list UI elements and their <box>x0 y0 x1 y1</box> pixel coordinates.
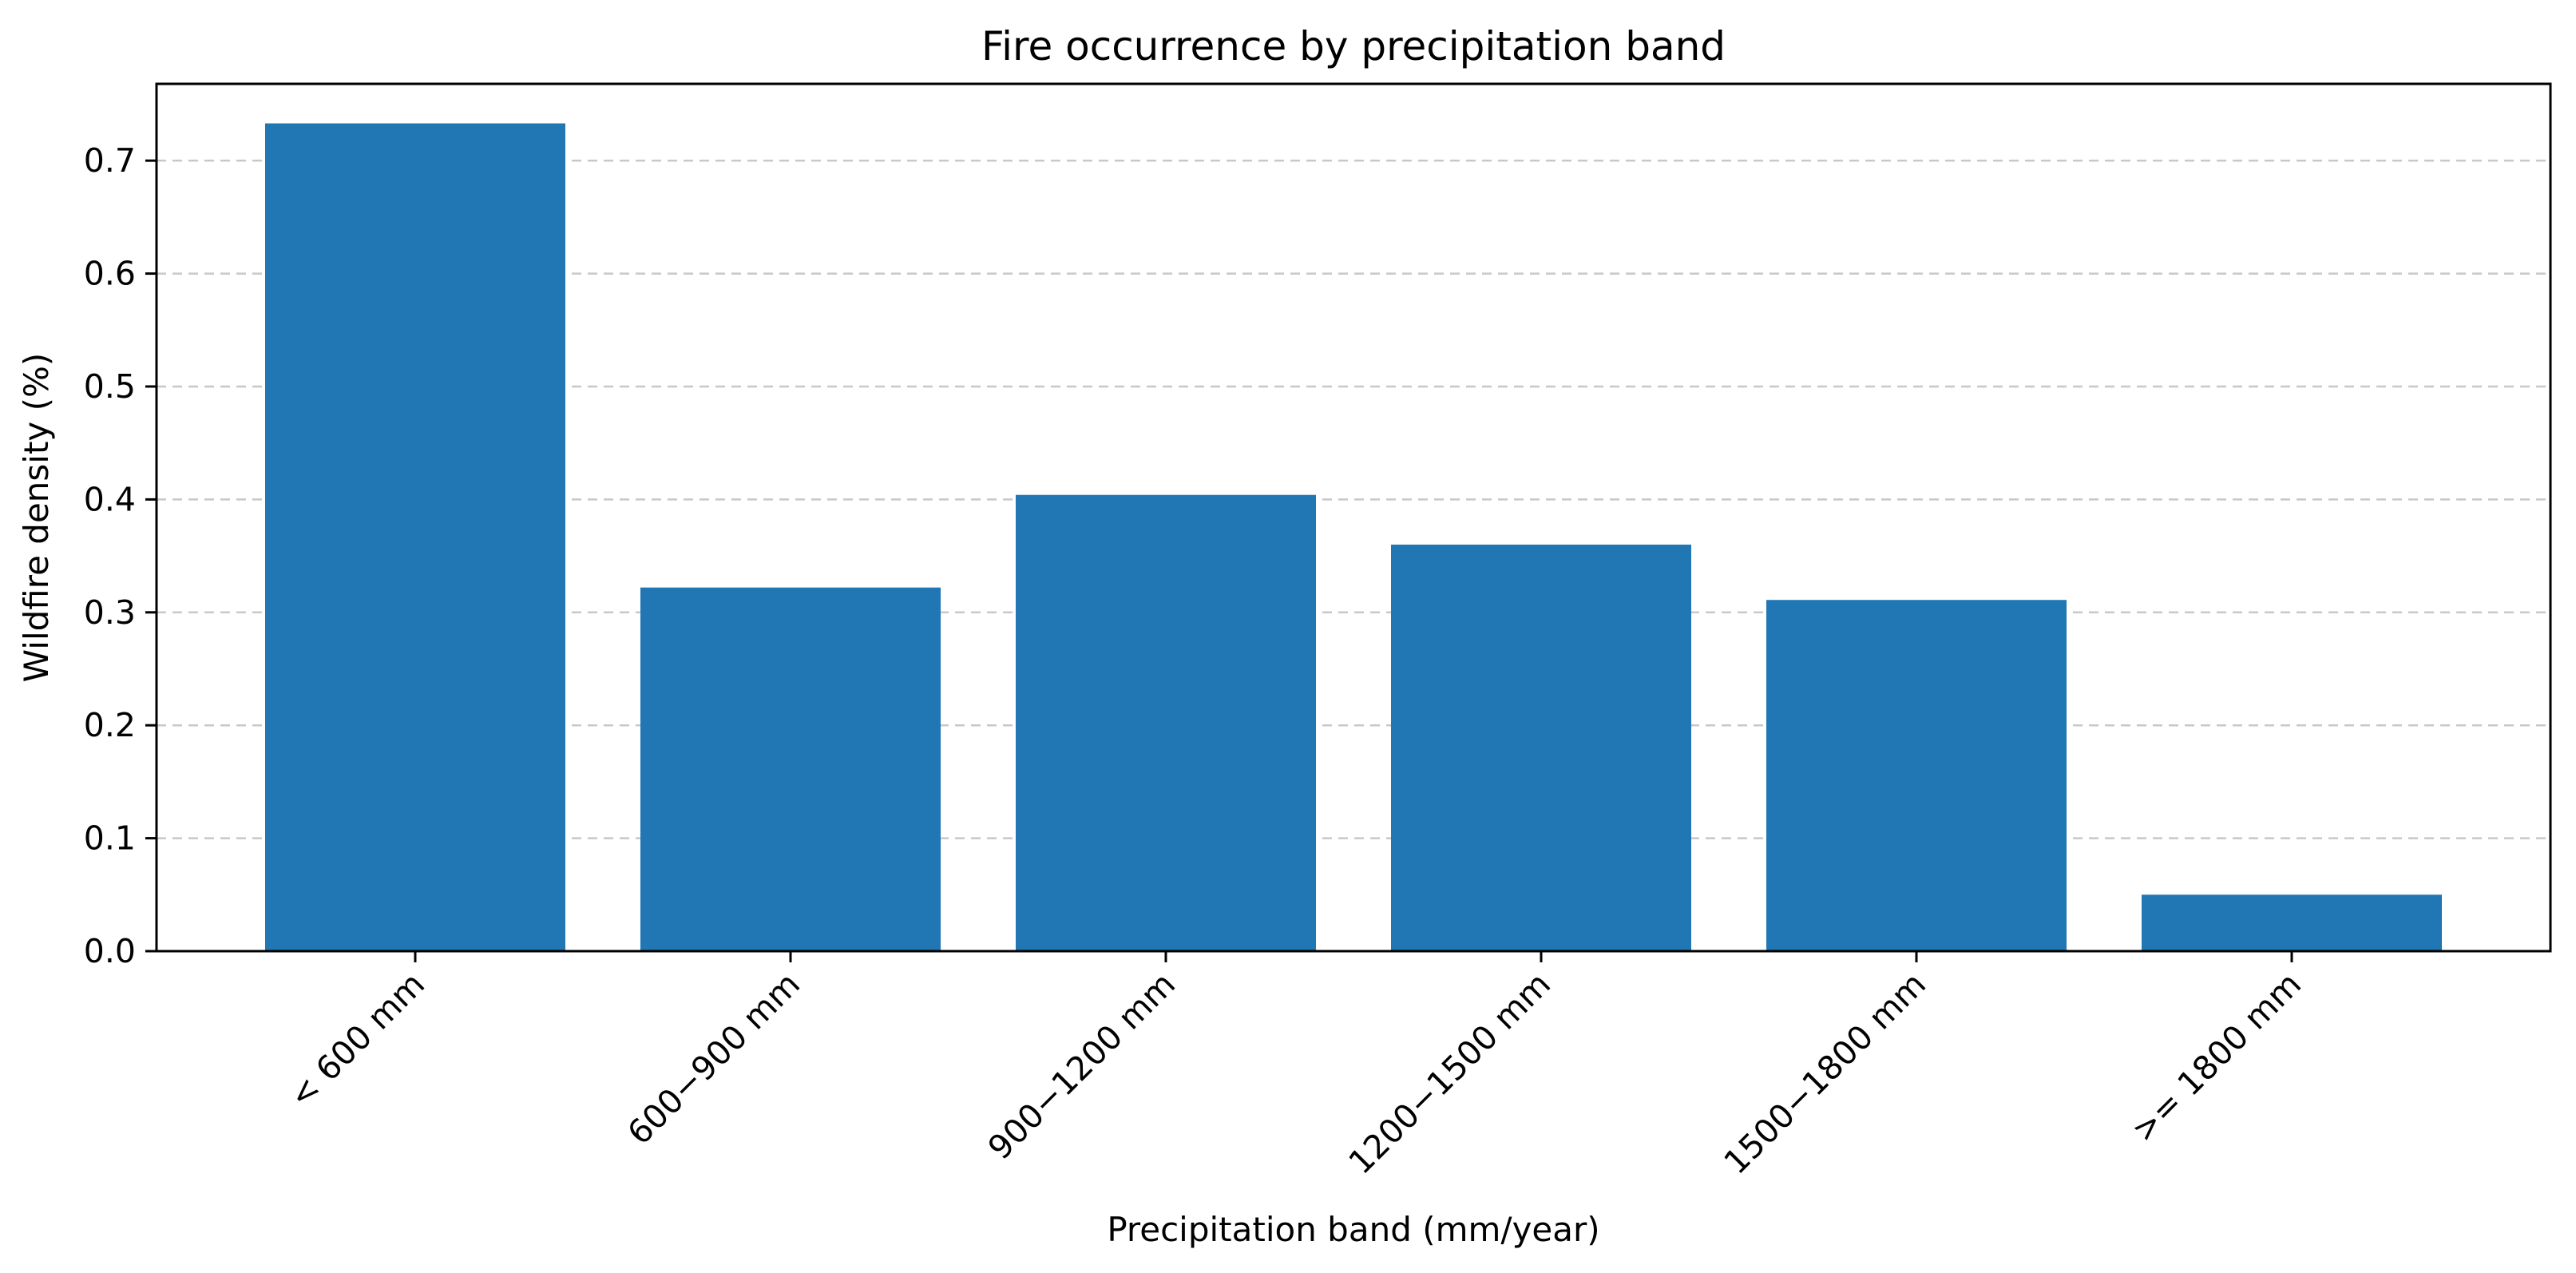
y-tick-label: 0.1 <box>84 819 136 858</box>
y-tick-label: 0.4 <box>84 480 136 518</box>
bar <box>2142 894 2442 951</box>
bar <box>265 123 565 951</box>
x-axis-title: Precipitation band (mm/year) <box>1107 1210 1599 1249</box>
y-axis-ticks: 0.0 0.1 0.2 0.3 0.4 0.5 0.6 0.7 <box>84 141 157 970</box>
y-tick-label: 0.3 <box>84 593 136 632</box>
bars <box>265 123 2442 951</box>
bar <box>1391 544 1691 951</box>
y-tick-label: 0.0 <box>84 932 136 970</box>
x-tick-label: 1500−1800 mm <box>1717 965 1933 1181</box>
x-tick-label: 600−900 mm <box>620 965 807 1152</box>
bar <box>1016 494 1316 951</box>
x-tick-label: 900−1200 mm <box>981 965 1183 1167</box>
plot-frame <box>155 82 2552 953</box>
y-tick-label: 0.2 <box>84 706 136 744</box>
x-axis-ticks: < 600 mm 600−900 mm 900−1200 mm 1200−1500 m… <box>282 951 2308 1182</box>
y-tick-label: 0.7 <box>84 141 136 180</box>
y-tick-label: 0.5 <box>84 367 136 406</box>
x-tick-label: 1200−1500 mm <box>1342 965 1558 1181</box>
y-tick-label: 0.6 <box>84 255 136 293</box>
x-tick-label: >= 1800 mm <box>2124 965 2308 1149</box>
bar <box>640 587 941 951</box>
y-axis-title: Wildfire density (%) <box>17 353 56 683</box>
chart-title: Fire occurrence by precipitation band <box>981 23 1726 69</box>
bar <box>1766 600 2067 951</box>
x-tick-label: < 600 mm <box>282 965 432 1115</box>
